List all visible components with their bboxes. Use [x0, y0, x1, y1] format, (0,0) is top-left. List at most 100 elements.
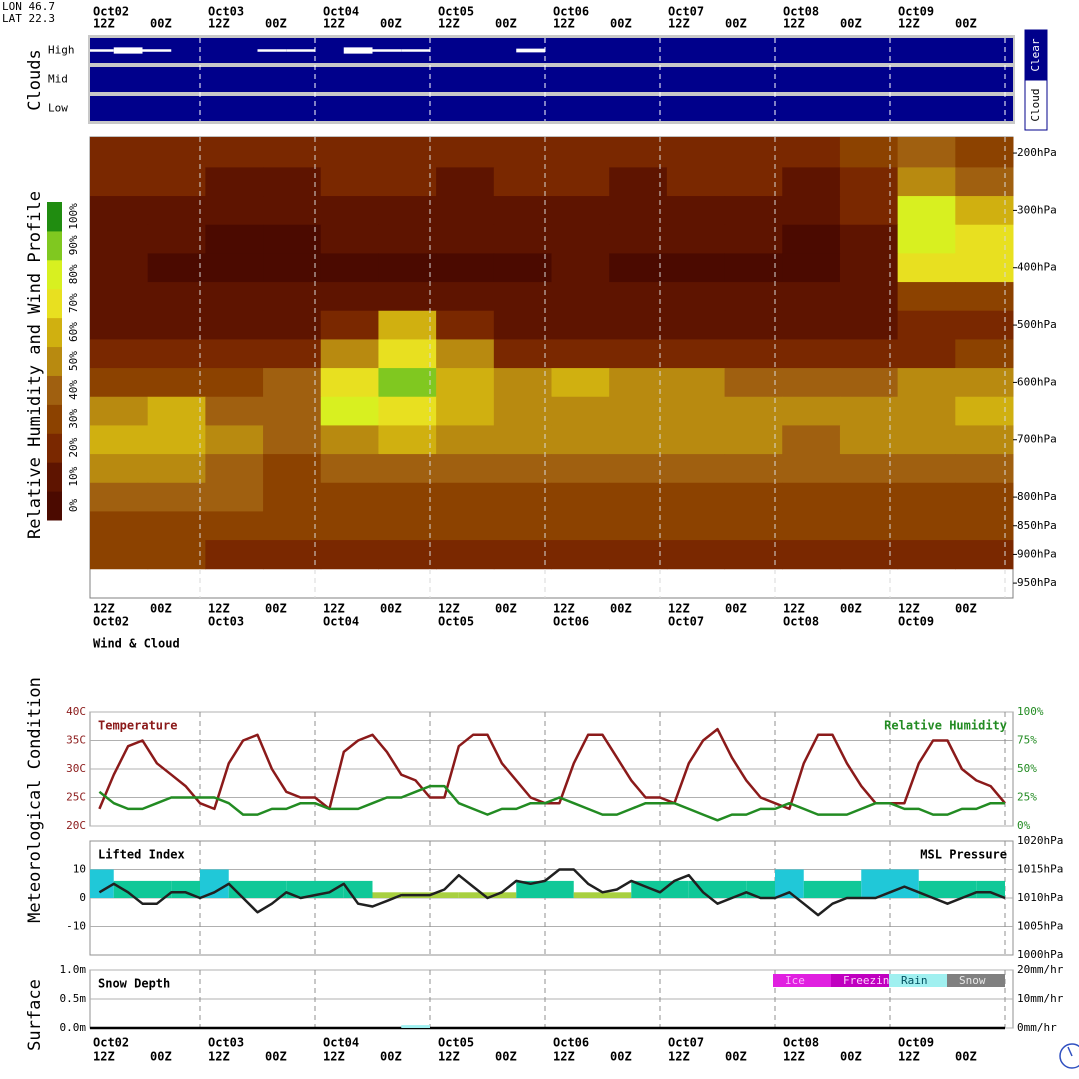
heatmap-cell	[378, 253, 437, 283]
legend-label: Rain	[901, 974, 928, 987]
heatmap-cell	[493, 253, 552, 283]
x-hour-label: 00Z	[495, 1050, 517, 1064]
y-tick-label: 1.0m	[60, 963, 87, 976]
heatmap-cell	[782, 224, 841, 254]
heatmap-cell	[436, 540, 495, 570]
heatmap-cell	[320, 253, 379, 283]
cloud-row-label: Mid	[48, 73, 68, 86]
heatmap-cell	[839, 454, 899, 484]
y-tick-label: 35C	[66, 734, 86, 747]
heatmap-cell	[897, 137, 956, 168]
x-date-label: Oct04	[323, 5, 359, 19]
heatmap-cell	[147, 137, 206, 168]
heatmap-cell	[782, 253, 841, 283]
heatmap-cell	[782, 137, 841, 168]
heatmap-cell	[955, 137, 1014, 168]
x-hour-label: 00Z	[495, 602, 517, 616]
x-hour-label: 00Z	[150, 17, 172, 31]
heatmap-cell	[551, 310, 610, 340]
y-tick-label: 600hPa	[1017, 375, 1057, 388]
heatmap-cell	[90, 282, 149, 312]
x-hour-label: 00Z	[380, 17, 402, 31]
heatmap-cell	[205, 310, 264, 340]
colorbar-block	[47, 317, 62, 348]
heatmap-cell	[436, 167, 495, 197]
y-tick-label: 75%	[1017, 734, 1037, 747]
heatmap-cell	[493, 540, 552, 570]
x-hour-label: 12Z	[208, 17, 230, 31]
heatmap-cell	[782, 454, 841, 484]
bar	[890, 869, 919, 898]
x-date-label: Oct04	[323, 1036, 359, 1050]
y-tick-label: 30C	[66, 762, 86, 775]
heatmap-cell	[897, 196, 956, 226]
heatmap-cell	[263, 224, 322, 254]
x-hour-label: 12Z	[668, 1050, 690, 1064]
heatmap-cell	[436, 454, 495, 484]
heatmap-cell	[493, 482, 552, 512]
heatmap-cell	[609, 511, 668, 541]
heatmap-cell	[897, 396, 956, 426]
colorbar-label: 40%	[67, 380, 80, 400]
heatmap-cell	[378, 310, 437, 340]
heatmap-cell	[320, 511, 379, 541]
heatmap-cell	[724, 196, 783, 226]
cloud-row	[90, 67, 1013, 92]
heatmap-cell	[436, 253, 495, 283]
line	[98, 784, 1005, 822]
heatmap-cell	[724, 310, 783, 340]
x-hour-label: 00Z	[610, 17, 632, 31]
heatmap-cell	[90, 339, 149, 369]
heatmap-cell	[897, 454, 956, 484]
heatmap-cell	[147, 310, 206, 340]
heatmap-cell	[493, 339, 552, 369]
y-tick-label: 50%	[1017, 762, 1037, 775]
heatmap-cell	[897, 282, 956, 312]
heatmap-cell	[551, 368, 610, 398]
heatmap-cell	[609, 540, 668, 570]
heatmap-cell	[782, 540, 841, 570]
x-hour-label: 12Z	[438, 1050, 460, 1064]
heatmap-cell	[320, 224, 379, 254]
x-hour-label: 12Z	[783, 1050, 805, 1064]
heatmap-cell	[320, 167, 379, 197]
heatmap-cell	[551, 253, 610, 283]
lon-label: LON 46.7	[2, 0, 55, 13]
panel-label: Meteorological Condition	[25, 677, 45, 923]
colorbar-label: 60%	[67, 322, 80, 342]
heatmap-cell	[955, 282, 1014, 312]
heatmap-cell	[436, 224, 495, 254]
x-date-label: Oct05	[438, 615, 474, 629]
heatmap-cell	[724, 396, 783, 426]
heatmap-cell	[378, 224, 437, 254]
colorbar-label: 0%	[67, 499, 80, 513]
heatmap-cell	[955, 454, 1014, 484]
x-hour-label: 00Z	[955, 17, 977, 31]
colorbar-label: 80%	[67, 264, 80, 284]
heatmap-cell	[839, 425, 899, 455]
y-tick-label: 1000hPa	[1017, 948, 1063, 961]
heatmap-cell	[90, 454, 149, 484]
heatmap-cell	[205, 482, 264, 512]
colorbar-label: 100%	[67, 203, 80, 230]
heatmap-cell	[724, 224, 783, 254]
heatmap-cell	[551, 224, 610, 254]
cloud-row	[90, 38, 1013, 63]
x-hour-label: 12Z	[898, 602, 920, 616]
x-date-label: Oct06	[553, 5, 589, 19]
heatmap-cell	[897, 339, 956, 369]
y-tick-label: 900hPa	[1017, 547, 1057, 560]
heatmap-cell	[551, 540, 610, 570]
heatmap-cell	[90, 196, 149, 226]
x-date-label: Oct02	[93, 1036, 129, 1050]
heatmap-cell	[263, 454, 322, 484]
panel-label: Surface	[25, 979, 45, 1051]
heatmap-cell	[955, 511, 1014, 541]
heatmap-cell	[724, 540, 783, 570]
legend-cloud-box	[1024, 79, 1048, 131]
y-tick-label: -10	[66, 920, 86, 933]
x-hour-label: 00Z	[840, 17, 862, 31]
legend-label: Snow	[959, 974, 986, 987]
heatmap-cell	[609, 253, 668, 283]
y-tick-label: 1015hPa	[1017, 863, 1063, 876]
